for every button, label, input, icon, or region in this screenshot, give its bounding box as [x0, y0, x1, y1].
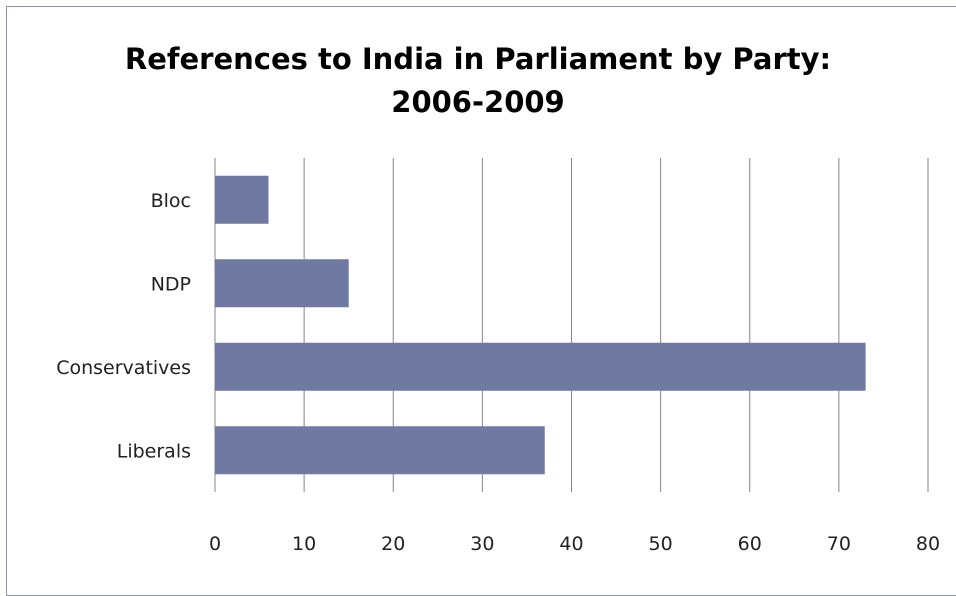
x-tick-label: 50: [649, 533, 673, 555]
category-label-conservatives: Conservatives: [56, 357, 191, 379]
bars: [215, 175, 866, 475]
chart-title-line-2: 2006-2009: [391, 85, 565, 119]
category-labels: Bloc NDP Conservatives Liberals: [56, 190, 191, 463]
bar-conservatives: [215, 342, 866, 391]
category-label-ndp: NDP: [151, 273, 191, 295]
x-tick-label: 80: [916, 533, 940, 555]
chart-title-line-1: References to India in Parliament by Par…: [124, 42, 832, 76]
category-label-liberals: Liberals: [117, 440, 191, 462]
x-tick-label: 60: [738, 533, 762, 555]
bar-bloc: [215, 175, 269, 224]
category-label-bloc: Bloc: [151, 190, 191, 212]
x-tick-label: 20: [381, 533, 405, 555]
x-tick-label: 10: [292, 533, 316, 555]
bar-liberals: [215, 426, 545, 475]
chart-title: References to India in Parliament by Par…: [0, 38, 956, 124]
x-tick-label: 0: [209, 533, 221, 555]
bar-ndp: [215, 259, 349, 308]
bar-chart-plot: Bloc NDP Conservatives Liberals 0 10 20 30 40 50…: [56, 158, 940, 555]
x-tick-label: 70: [827, 533, 851, 555]
x-tick-label: 30: [470, 533, 494, 555]
x-tick-labels: 0 10 20 30 40 50 60 70 80: [209, 533, 940, 555]
chart-frame: [6, 6, 956, 596]
x-tick-label: 40: [559, 533, 583, 555]
